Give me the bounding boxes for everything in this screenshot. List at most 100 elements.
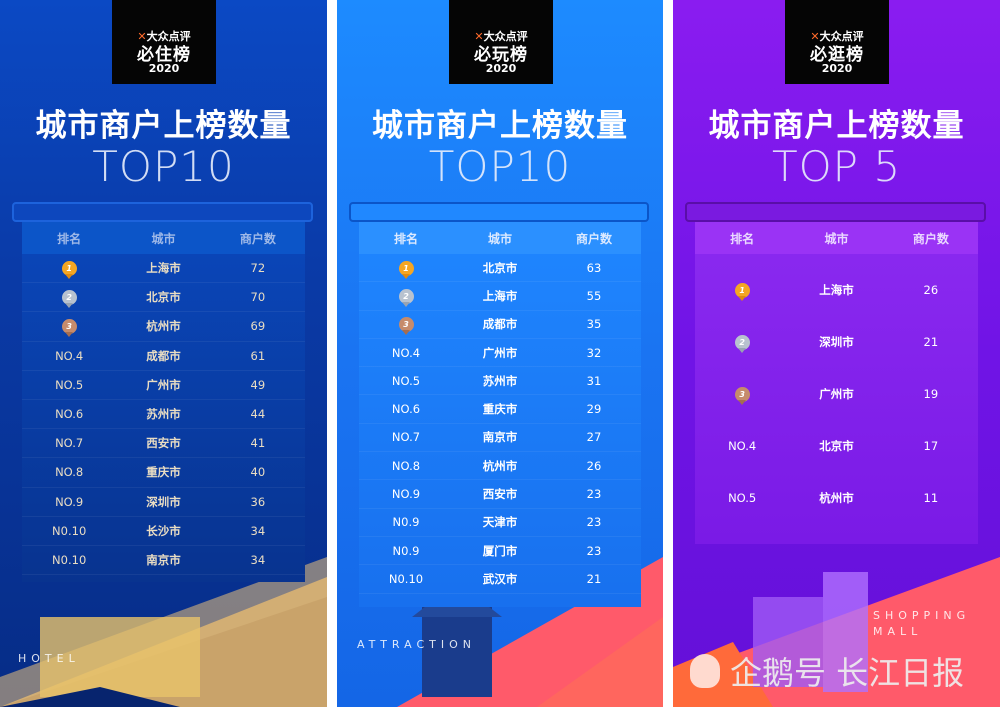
scroll-bar-decoration xyxy=(685,202,986,222)
table-row: 2 北京市 70 xyxy=(22,283,305,313)
table-row: N0.10 长沙市 34 xyxy=(22,517,305,546)
category-tag: HOTEL xyxy=(18,652,80,665)
table-row: NO.8 重庆市 40 xyxy=(22,458,305,488)
ranking-table: 排名 城市 商户数 1 北京市 63 2 上海市 55 3 成都市 35 NO.4 广州市 32 NO.5 苏… xyxy=(359,222,641,607)
count: 23 xyxy=(586,515,602,530)
medal-icon: 1 xyxy=(398,260,414,279)
count: 32 xyxy=(586,345,602,360)
table-row: NO.8 杭州市 26 xyxy=(359,452,641,481)
rank: NO.5 xyxy=(728,491,757,505)
count: 31 xyxy=(586,373,602,388)
count: 55 xyxy=(586,288,602,303)
table-row: 2 上海市 55 xyxy=(359,282,641,311)
rank: NO.5 xyxy=(55,377,84,392)
count: 11 xyxy=(923,491,939,505)
count: 44 xyxy=(250,407,266,422)
table-row: NO.5 杭州市 11 xyxy=(695,472,978,524)
watermark: 企鹅号 长江日报 xyxy=(690,648,964,694)
rank: N0.10 xyxy=(52,523,87,538)
medal-icon: 3 xyxy=(398,317,414,336)
rank: NO.7 xyxy=(55,436,84,451)
rank: NO.8 xyxy=(55,465,84,480)
city: 重庆市 xyxy=(482,402,518,417)
count: 19 xyxy=(923,387,939,401)
table-row: 2 深圳市 21 xyxy=(695,316,978,368)
rank: NO.4 xyxy=(728,439,757,453)
count: 41 xyxy=(250,436,266,451)
city: 广州市 xyxy=(146,377,181,392)
table-header: 排名 城市 商户数 xyxy=(22,222,305,254)
hotel-decoration xyxy=(0,557,327,707)
rank: NO.6 xyxy=(55,407,84,422)
count: 70 xyxy=(250,290,266,305)
count: 29 xyxy=(586,402,602,417)
city: 上海市 xyxy=(482,288,518,303)
city: 深圳市 xyxy=(819,335,854,349)
panel-attraction: ✕大众点评 必玩榜 2020 城市商户上榜数量 TOP10 排名 城市 商户数 1 北… xyxy=(337,0,663,707)
table-row: NO.7 南京市 27 xyxy=(359,424,641,453)
table-row: NO.4 广州市 32 xyxy=(359,339,641,368)
city: 武汉市 xyxy=(482,571,518,586)
table-header: 排名 城市 商户数 xyxy=(359,222,641,254)
medal-icon: 2 xyxy=(398,288,414,307)
table-row: NO.7 西安市 41 xyxy=(22,429,305,459)
medal-icon: 3 xyxy=(61,319,77,338)
table-row: 1 上海市 72 xyxy=(22,254,305,284)
rank: N0.9 xyxy=(392,515,420,530)
count: 34 xyxy=(250,552,266,567)
table-row: NO.4 成都市 61 xyxy=(22,342,305,371)
city: 长沙市 xyxy=(146,523,181,538)
ranking-table: 排名 城市 商户数 1 上海市 72 2 北京市 70 3 杭州市 69 NO.4 成都市 61 NO.5 广… xyxy=(22,222,305,582)
rank: NO.9 xyxy=(391,487,421,502)
dianping-logo: ✕大众点评 必逛榜 2020 xyxy=(785,0,889,84)
medal-icon: 2 xyxy=(734,335,750,353)
city: 成都市 xyxy=(146,348,181,363)
panel-subtitle: TOP 5 xyxy=(771,142,902,191)
city: 天津市 xyxy=(482,515,518,530)
table-row: NO.9 深圳市 36 xyxy=(22,488,305,517)
medal-icon: 1 xyxy=(61,261,77,280)
panel-title: 城市商户上榜数量 xyxy=(35,108,292,144)
table-row: N0.9 厦门市 23 xyxy=(359,537,641,566)
city: 南京市 xyxy=(146,552,181,567)
count: 49 xyxy=(250,377,266,392)
count: 63 xyxy=(586,260,602,275)
rank: NO.4 xyxy=(391,345,421,360)
city: 杭州市 xyxy=(146,319,181,334)
count: 35 xyxy=(586,317,602,332)
table-row: NO.6 苏州市 44 xyxy=(22,400,305,430)
medal-icon: 3 xyxy=(734,387,750,405)
table-row: N0.9 天津市 23 xyxy=(359,509,641,537)
count: 23 xyxy=(586,487,602,502)
city: 成都市 xyxy=(482,317,518,332)
city: 重庆市 xyxy=(146,465,181,480)
table-row: NO.5 广州市 49 xyxy=(22,371,305,400)
table-row: NO.4 北京市 17 xyxy=(695,420,978,472)
rank: N0.10 xyxy=(388,571,424,586)
table-row: N0.10 武汉市 21 xyxy=(359,565,641,594)
panel-subtitle: TOP10 xyxy=(92,142,235,191)
scroll-bar-decoration xyxy=(349,202,649,222)
count: 21 xyxy=(923,335,939,349)
city: 广州市 xyxy=(482,345,518,360)
count: 36 xyxy=(250,494,266,509)
count: 21 xyxy=(586,571,602,586)
city: 北京市 xyxy=(482,260,518,275)
table-row: NO.5 苏州市 31 xyxy=(359,367,641,396)
city: 广州市 xyxy=(819,387,854,401)
panel-hotel: ✕大众点评 必住榜 2020 城市商户上榜数量 TOP10 排名 城市 商户数 1 上… xyxy=(0,0,327,707)
table-header: 排名 城市 商户数 xyxy=(695,222,978,254)
city: 西安市 xyxy=(146,436,181,451)
penguin-icon xyxy=(690,654,720,688)
city: 上海市 xyxy=(819,283,854,297)
table-row: 3 成都市 35 xyxy=(359,311,641,339)
category-tag: SHOPPING MALL xyxy=(873,609,971,638)
city: 苏州市 xyxy=(482,373,518,388)
city: 苏州市 xyxy=(146,407,181,422)
panel-title: 城市商户上榜数量 xyxy=(372,108,628,144)
rank: NO.7 xyxy=(391,430,421,445)
count: 26 xyxy=(923,283,939,297)
count: 27 xyxy=(586,430,602,445)
rank: NO.9 xyxy=(55,494,84,509)
table-row: N0.10 南京市 34 xyxy=(22,546,305,576)
